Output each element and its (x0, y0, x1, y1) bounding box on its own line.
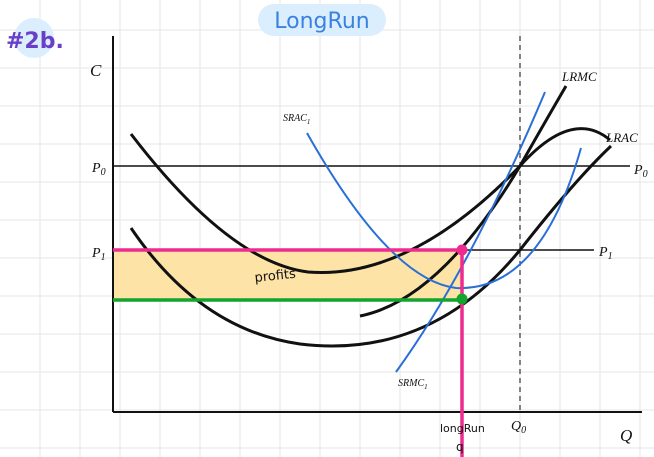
srac1-label: SRAC1 (283, 113, 310, 126)
q0-label: Q0 (511, 419, 526, 436)
srmc1-label: SRMC1 (398, 378, 428, 391)
srac1-curve (306, 132, 582, 290)
y-axis-label: C (90, 61, 102, 80)
cost-point (456, 293, 468, 305)
lrmc-label: LRMC (561, 69, 597, 84)
page-title: LongRun (274, 9, 369, 34)
lrac-label: LRAC (605, 130, 638, 145)
problem-tag: #2b. (6, 29, 64, 54)
p1-label-left: P1 (91, 246, 106, 263)
lrac-curve (129, 127, 611, 275)
profit-area (113, 250, 462, 300)
longrun-quantity-sub: q (456, 440, 464, 454)
p0-label-left: P0 (91, 161, 106, 178)
srmc1-curve (395, 91, 546, 373)
price-point (456, 244, 468, 256)
problem-tag-highlight (14, 18, 54, 58)
title-highlight (258, 4, 386, 36)
p0-label-right: P0 (633, 163, 648, 180)
p1-label-right: P1 (598, 245, 613, 262)
profits-annotation: profits (254, 267, 297, 286)
longrun-quantity-label: longRun (440, 422, 485, 435)
x-axis-label: Q (620, 426, 632, 445)
lr-envelope-curve (129, 144, 613, 348)
